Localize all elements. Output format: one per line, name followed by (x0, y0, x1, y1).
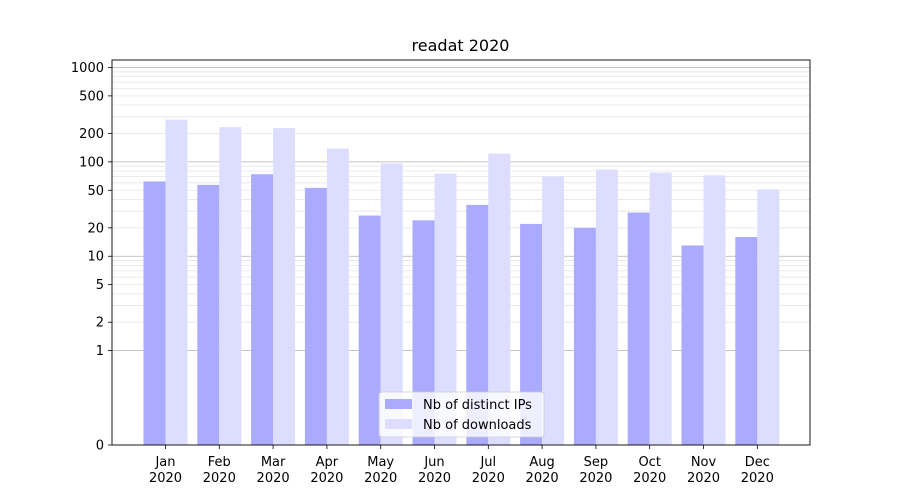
chart-title: readat 2020 (412, 36, 510, 55)
bar-downloads (542, 176, 565, 445)
legend-label-distinct-ips: Nb of distinct IPs (423, 398, 532, 413)
x-tick-label-month: Feb (208, 455, 231, 470)
x-tick-label-year: 2020 (526, 471, 559, 486)
bar-distinct-ips (520, 223, 543, 445)
x-tick-label-month: Jan (154, 455, 175, 470)
bar-distinct-ips (304, 187, 327, 446)
x-tick-label-month: Nov (691, 455, 717, 470)
bar-downloads (434, 173, 457, 446)
y-tick-label: 50 (87, 184, 104, 199)
y-tick-label: 100 (79, 155, 104, 170)
x-tick-label-year: 2020 (633, 471, 666, 486)
x-tick-label-month: Oct (638, 455, 660, 470)
x-tick-label-year: 2020 (310, 471, 343, 486)
y-tick-label: 0 (96, 439, 104, 454)
x-tick-label-year: 2020 (472, 471, 505, 486)
y-tick-label: 2 (96, 316, 104, 331)
bar-distinct-ips (627, 212, 650, 445)
x-tick-label-month: Dec (745, 455, 770, 470)
x-tick-label-year: 2020 (257, 471, 290, 486)
bar-downloads (326, 148, 349, 445)
legend-label-downloads: Nb of downloads (423, 418, 532, 433)
bar-downloads (219, 127, 242, 445)
x-tick-label-month: May (367, 455, 394, 470)
y-tick-label: 1 (96, 344, 104, 359)
legend-swatch-downloads (385, 419, 412, 429)
x-tick-label-month: Jun (423, 455, 444, 470)
bar-distinct-ips (466, 204, 489, 445)
bar-distinct-ips (573, 227, 596, 445)
bar-downloads (649, 172, 672, 445)
y-tick-label: 10 (87, 250, 104, 265)
y-tick-label: 5 (96, 278, 104, 293)
bar-downloads (757, 189, 780, 445)
x-tick-label-year: 2020 (364, 471, 397, 486)
y-tick-label: 200 (79, 127, 104, 142)
bar-downloads (488, 153, 511, 445)
y-tick-label: 1000 (71, 61, 104, 76)
bar-downloads (165, 119, 188, 445)
bar-distinct-ips (143, 181, 166, 445)
x-tick-label-year: 2020 (149, 471, 182, 486)
x-tick-label-year: 2020 (579, 471, 612, 486)
bars (143, 119, 780, 446)
x-tick-label-year: 2020 (418, 471, 451, 486)
y-tick-label: 20 (87, 221, 104, 236)
y-tick-label: 500 (79, 89, 104, 104)
x-tick-label-month: Mar (261, 455, 286, 470)
axes: Jan2020Feb2020Mar2020Apr2020May2020Jun20… (71, 59, 811, 486)
legend-swatch-distinct-ips (385, 399, 412, 409)
bar-downloads (380, 163, 403, 446)
x-tick-label-month: Apr (316, 455, 339, 470)
bar-distinct-ips (735, 236, 758, 445)
bar-downloads (703, 175, 726, 446)
bar-distinct-ips (412, 220, 435, 445)
x-tick-label-year: 2020 (741, 471, 774, 486)
x-tick-label-month: Sep (584, 455, 609, 470)
bar-downloads (595, 169, 618, 445)
bar-distinct-ips (358, 215, 381, 445)
bar-distinct-ips (681, 245, 704, 445)
bar-distinct-ips (251, 174, 274, 445)
bar-downloads (273, 128, 296, 445)
plot-frame (111, 59, 811, 446)
x-tick-label-year: 2020 (687, 471, 720, 486)
legend: Nb of distinct IPs Nb of downloads (378, 391, 545, 438)
bar-distinct-ips (197, 184, 220, 446)
x-tick-label-year: 2020 (203, 471, 236, 486)
legend-box (378, 391, 545, 438)
x-tick-label-month: Aug (529, 455, 554, 470)
x-tick-label-month: Jul (479, 455, 496, 470)
